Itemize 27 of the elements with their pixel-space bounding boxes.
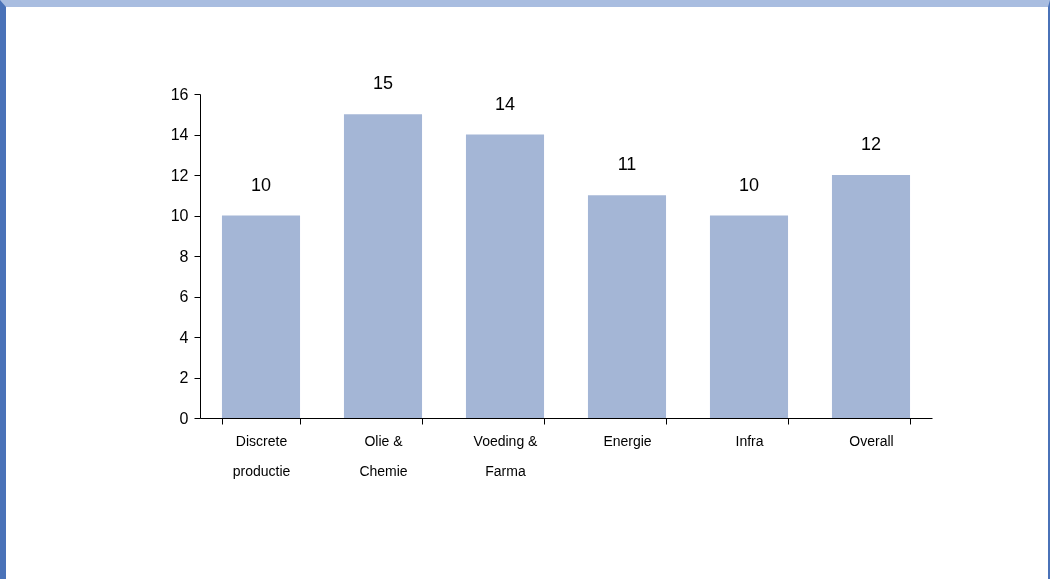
y-tick-label: 12 — [170, 166, 189, 184]
y-tick-label: 14 — [170, 126, 189, 143]
x-tick-label: Discrete productie — [232, 432, 291, 479]
data-label: 10 — [738, 174, 760, 195]
y-tick-label: 10 — [170, 207, 189, 224]
data-label: 14 — [494, 93, 516, 114]
y-tick-label: 8 — [179, 247, 189, 265]
x-tick-label: Energie — [603, 432, 652, 449]
y-tick-label: 0 — [179, 409, 189, 427]
x-tick-label: Voeding & Farma — [473, 432, 539, 479]
bar — [587, 195, 667, 418]
y-tick-label: 6 — [179, 288, 189, 305]
data-label: 11 — [617, 154, 637, 175]
bar — [221, 215, 301, 418]
data-label: 15 — [372, 73, 394, 94]
x-tick-label: Olie & Chemie — [359, 432, 408, 479]
data-label: 12 — [860, 134, 882, 154]
bar — [831, 175, 911, 418]
bar — [709, 215, 789, 418]
y-tick-label: 2 — [179, 369, 189, 386]
bar — [465, 134, 545, 418]
data-label: 10 — [250, 174, 272, 195]
x-tick-label: Infra — [735, 432, 764, 449]
y-tick-label: 16 — [170, 85, 189, 103]
x-tick-label: Overall — [849, 432, 894, 449]
y-tick-label: 4 — [179, 328, 189, 346]
bar — [343, 114, 423, 418]
